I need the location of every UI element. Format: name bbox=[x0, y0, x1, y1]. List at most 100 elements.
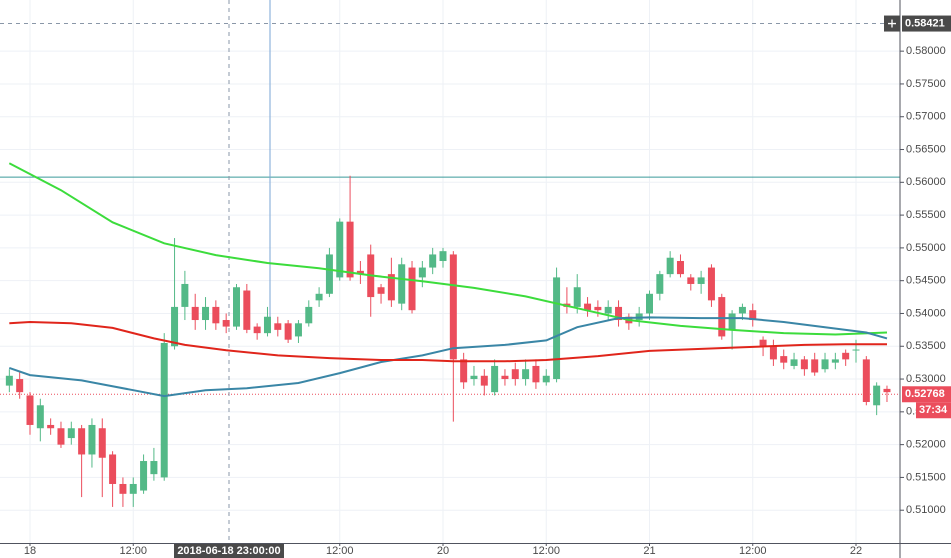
candle-body bbox=[315, 293, 323, 301]
candle-body bbox=[233, 287, 240, 327]
candle-body bbox=[439, 251, 447, 262]
grid bbox=[0, 0, 900, 543]
candle-body bbox=[532, 365, 540, 383]
candle-body bbox=[873, 385, 881, 406]
candle-body bbox=[212, 306, 220, 324]
candle-body bbox=[429, 254, 437, 268]
crosshair-x-label-bg bbox=[174, 544, 284, 558]
y-tick-label: 0.53000 bbox=[906, 373, 946, 385]
candle-body bbox=[181, 283, 189, 307]
candle-body bbox=[98, 428, 106, 458]
candle-body bbox=[449, 254, 457, 360]
x-tick-label: 22 bbox=[850, 545, 862, 557]
candle-body bbox=[862, 359, 870, 403]
candle-body bbox=[759, 339, 767, 347]
candle-body bbox=[790, 359, 798, 366]
candle-body bbox=[109, 454, 117, 484]
candle-body bbox=[604, 306, 612, 314]
y-tick-label: 0.55000 bbox=[906, 242, 946, 254]
candle-body bbox=[274, 323, 282, 330]
candle-body bbox=[821, 359, 829, 370]
candle-body bbox=[377, 287, 385, 294]
candle-body bbox=[119, 483, 127, 494]
candle-body bbox=[253, 326, 261, 334]
candle-body bbox=[749, 310, 757, 321]
y-tick-label: 0.51500 bbox=[906, 471, 946, 483]
candle-body bbox=[697, 277, 705, 284]
candles bbox=[5, 175, 891, 507]
candle-body bbox=[129, 483, 137, 494]
candle-body bbox=[780, 356, 788, 363]
countdown: 37:34 bbox=[919, 404, 948, 416]
y-tick-label: 0.54000 bbox=[906, 307, 946, 319]
candle-body bbox=[222, 320, 230, 327]
candle-body bbox=[398, 264, 406, 304]
candle-body bbox=[78, 428, 86, 455]
crosshair-y-label-bg bbox=[902, 15, 951, 32]
candle-body bbox=[480, 375, 488, 386]
candle-body bbox=[656, 274, 664, 294]
moving-averages bbox=[8, 162, 888, 398]
candle-body bbox=[728, 313, 736, 330]
y-tick-label: 0.57000 bbox=[906, 111, 946, 123]
candle-body bbox=[284, 323, 292, 340]
candle-body bbox=[800, 359, 808, 370]
x-tick-label: 12:00 bbox=[532, 545, 560, 557]
moving-average bbox=[8, 162, 888, 336]
candle-body bbox=[646, 293, 653, 314]
candle-body bbox=[501, 375, 509, 380]
candle-body bbox=[243, 290, 251, 330]
candle-body bbox=[707, 267, 715, 301]
candle-body bbox=[26, 395, 34, 425]
candle-body bbox=[511, 369, 519, 380]
candle-body bbox=[418, 267, 426, 278]
moving-average bbox=[9, 320, 887, 363]
candle-body bbox=[718, 297, 726, 337]
candle-body bbox=[325, 254, 333, 294]
y-tick-label: 0.56500 bbox=[906, 143, 946, 155]
last-price-label: 0.52768 bbox=[905, 388, 945, 400]
candle-body bbox=[883, 388, 891, 393]
candle-body bbox=[542, 375, 550, 383]
y-tick-label: 0.52000 bbox=[906, 439, 946, 451]
y-tick-label: 0.53500 bbox=[906, 340, 946, 352]
candle-body bbox=[408, 267, 416, 311]
x-tick-label: 12:00 bbox=[326, 545, 354, 557]
candle-body bbox=[553, 277, 561, 380]
candle-body bbox=[191, 306, 199, 321]
candle-body bbox=[387, 274, 395, 301]
last-price-label-bg bbox=[902, 386, 951, 403]
candle-body bbox=[171, 306, 179, 347]
y-tick-label: 0.51000 bbox=[906, 504, 946, 516]
add-alert-icon bbox=[888, 19, 896, 28]
candle-body bbox=[460, 359, 468, 383]
candle-body bbox=[67, 428, 75, 439]
x-tick-label: 12:00 bbox=[119, 545, 147, 557]
candle-body bbox=[573, 287, 581, 307]
candle-body bbox=[491, 365, 499, 393]
candle-body bbox=[140, 461, 148, 491]
candle-body bbox=[831, 359, 839, 363]
candle-body bbox=[842, 352, 850, 360]
x-tick-label: 12:00 bbox=[739, 545, 767, 557]
candle-body bbox=[150, 461, 158, 475]
candle-body bbox=[584, 303, 592, 311]
candle-body bbox=[738, 306, 746, 314]
candle-body bbox=[522, 369, 530, 380]
y-tick-label: 0.54500 bbox=[906, 275, 946, 287]
x-tick-label: 21 bbox=[643, 545, 655, 557]
y-tick-label: 0.57500 bbox=[906, 78, 946, 90]
crosshair-x-label: 2018-06-18 23:00:00 bbox=[177, 545, 280, 557]
candle-body bbox=[615, 306, 623, 321]
candle-body bbox=[160, 342, 168, 478]
y-tick-label: 0.56000 bbox=[906, 176, 946, 188]
candle-body bbox=[47, 424, 55, 429]
candle-body bbox=[687, 277, 695, 284]
x-tick-label: 18 bbox=[24, 545, 36, 557]
y-tick-label: 0.55500 bbox=[906, 209, 946, 221]
y-tick-label: 0.58000 bbox=[906, 45, 946, 57]
candle-body bbox=[470, 375, 478, 380]
